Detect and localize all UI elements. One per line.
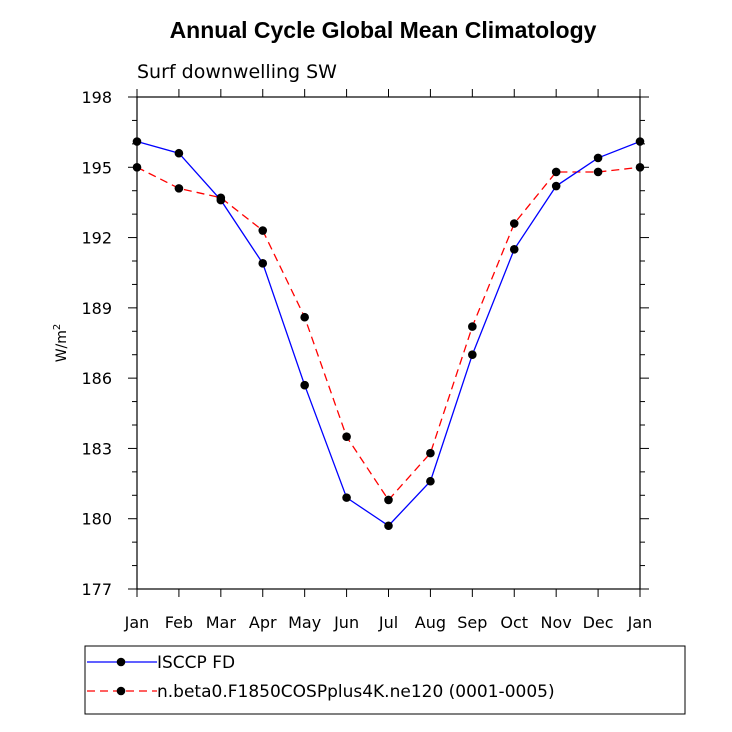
- series-2-point: [426, 448, 435, 458]
- y-tick-label: 192: [81, 229, 112, 248]
- x-tick-label: Aug: [415, 613, 446, 632]
- x-tick-label: Sep: [457, 613, 487, 632]
- series-2-point: [468, 322, 477, 331]
- x-tick-label: Oct: [500, 613, 528, 632]
- legend-marker-1: [116, 657, 126, 667]
- y-tick-label: 198: [81, 88, 112, 107]
- x-tick-label: Nov: [541, 613, 572, 632]
- legend-label-2: n.beta0.F1850COSPplus4K.ne120 (0001-0005…: [157, 682, 555, 702]
- series-1-point: [426, 476, 435, 486]
- series-1-point: [174, 148, 184, 158]
- x-tick-label: Mar: [206, 613, 237, 632]
- x-tick-label: May: [288, 613, 321, 632]
- series-layer: [132, 137, 645, 531]
- series-2-point: [509, 219, 519, 228]
- series-2-point: [300, 312, 309, 322]
- x-tick-label: Feb: [165, 613, 193, 632]
- series-1-point: [258, 259, 268, 268]
- svg-text:W/m2: W/m2: [52, 324, 70, 363]
- series-1-point: [551, 181, 561, 191]
- y-tick-label: 195: [81, 158, 112, 177]
- series-1-point: [342, 493, 351, 502]
- series-1-point: [384, 521, 393, 531]
- plot-axes: 177 180 183 186 189 192 195 198 Jan Feb Mar Apr May J…: [81, 88, 652, 632]
- series-line-2: [136, 166, 641, 502]
- y-tick-label: 186: [81, 369, 112, 388]
- plot-frame: [136, 96, 641, 590]
- x-tick-label: Jun: [333, 613, 359, 632]
- legend-label-1: ISCCP FD: [157, 653, 235, 673]
- legend-box: [84, 645, 686, 715]
- series-1-point: [132, 137, 142, 146]
- y-tick-label: 177: [81, 580, 112, 599]
- series-1-point: [468, 350, 477, 360]
- x-tick-label: Dec: [583, 613, 614, 632]
- x-tick-label: Jul: [378, 613, 398, 632]
- y-axis-label: W/m2: [52, 324, 70, 363]
- y-axis-label-text: W/m: [54, 330, 70, 362]
- series-1-point: [216, 195, 226, 205]
- y-tick-label: 189: [81, 299, 112, 318]
- chart-title: Annual Cycle Global Mean Climatology: [170, 17, 597, 43]
- series-line-1: [136, 140, 641, 527]
- series-2-point: [342, 432, 351, 442]
- y-tick-label: 183: [81, 439, 112, 458]
- series-2-point: [551, 167, 561, 177]
- x-tick-label: Jan: [124, 613, 150, 632]
- series-2-point: [384, 495, 393, 505]
- x-tick-label: Apr: [249, 613, 277, 632]
- series-1-point: [509, 244, 519, 254]
- series-2-point: [258, 226, 268, 235]
- x-tick-label: Jan: [627, 613, 653, 632]
- series-2-point: [174, 184, 184, 193]
- legend: ISCCP FD n.beta0.F1850COSPplus4K.ne120 (0…: [87, 653, 555, 702]
- series-1-point: [635, 137, 645, 146]
- series-2-point: [132, 162, 142, 172]
- y-tick-label: 180: [81, 510, 112, 529]
- series-2-point: [635, 162, 645, 172]
- chart-subtitle: Surf downwelling SW: [137, 61, 337, 83]
- legend-marker-2: [116, 686, 126, 696]
- series-1-point: [593, 153, 603, 163]
- y-axis-label-superscript: 2: [52, 324, 63, 330]
- series-1-point: [300, 380, 309, 390]
- series-2-point: [593, 167, 603, 177]
